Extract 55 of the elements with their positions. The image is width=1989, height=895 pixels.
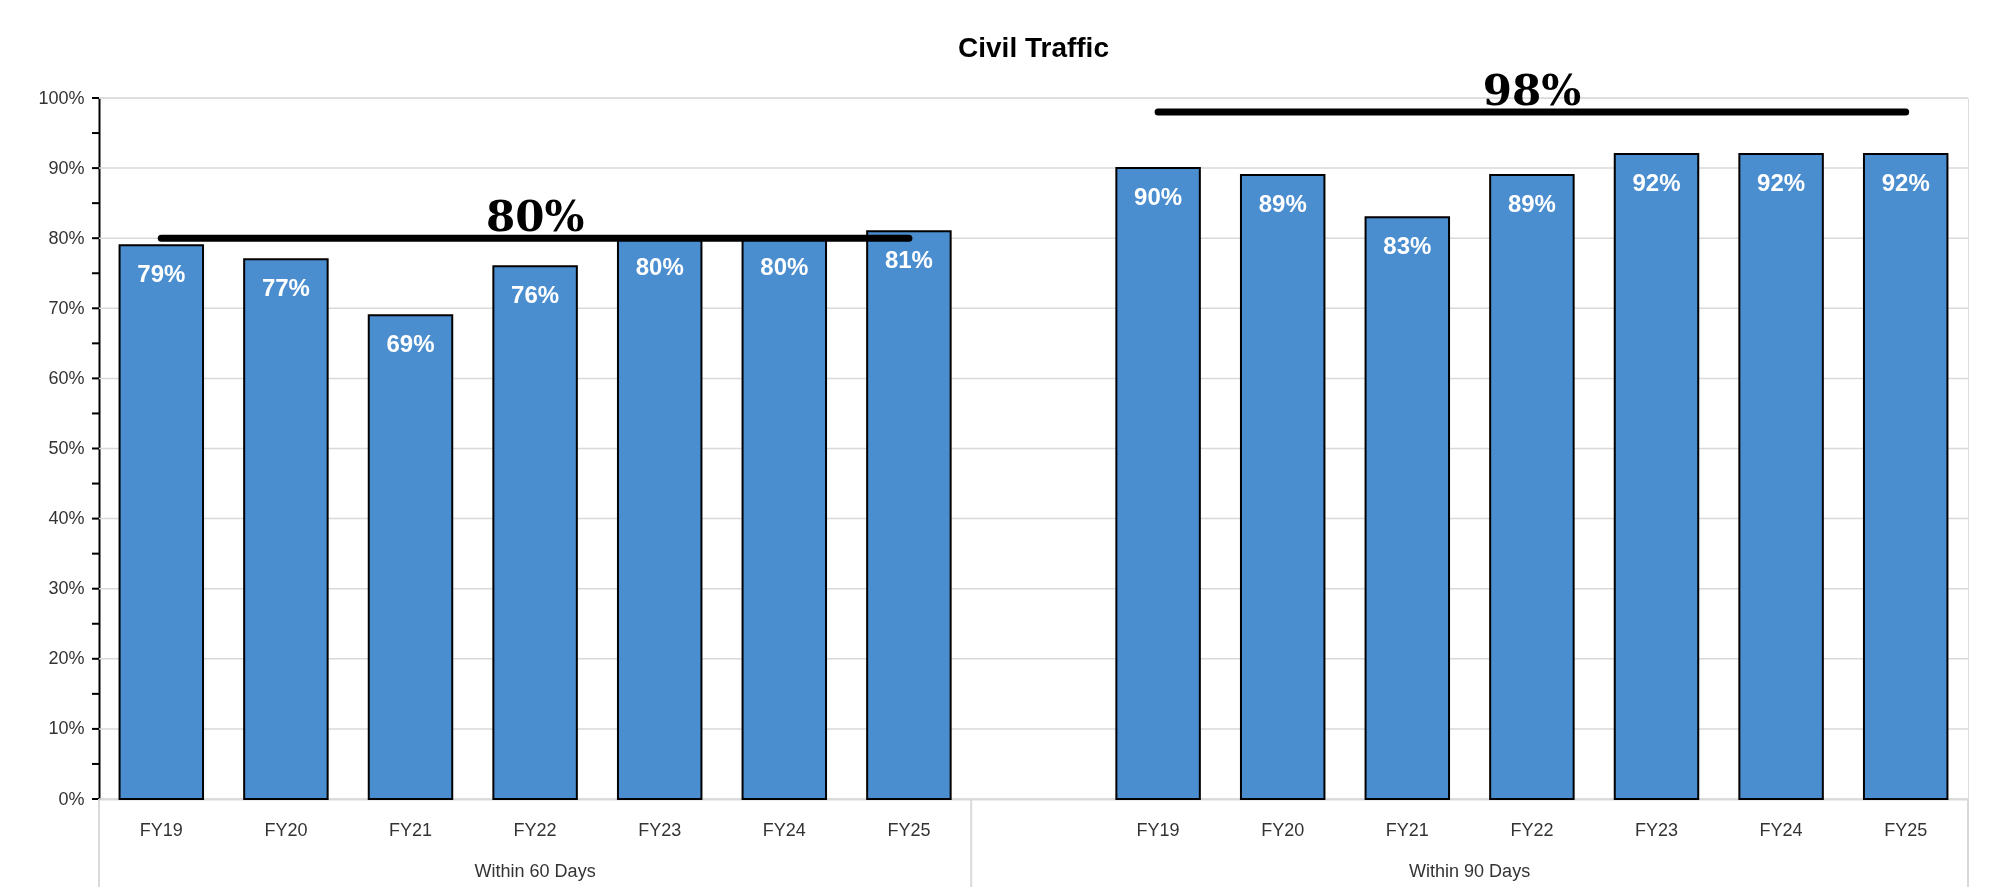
data-label: 80% [485, 192, 585, 242]
x-tick-label: FY21 [1385, 819, 1429, 840]
x-tick-label: FY20 [264, 819, 308, 840]
x-tick-label: FY20 [1261, 819, 1305, 840]
x-tick-label: FY22 [1510, 819, 1554, 840]
y-tick-label: 60% [48, 367, 85, 388]
data-label: 89% [1258, 190, 1307, 218]
data-label: 77% [261, 274, 310, 302]
y-tick-label: 30% [48, 578, 85, 599]
x-tick-label: FY21 [388, 819, 433, 840]
data-label: 98% [1482, 66, 1582, 116]
bar [1489, 174, 1575, 800]
bar [1862, 153, 1949, 800]
text: Within 90 Days [1409, 861, 1531, 881]
x-tick-label: FY23 [1634, 819, 1679, 840]
text: Within 60 Days [474, 861, 596, 881]
y-tick-label: 70% [48, 297, 85, 318]
data-label: 90% [1134, 183, 1183, 211]
y-tick-label: 0% [58, 788, 85, 809]
data-label: 92% [1881, 169, 1930, 197]
bar [1738, 153, 1824, 800]
data-label: 76% [511, 281, 560, 309]
chart-title: Civil Traffic [958, 32, 1109, 64]
bar [367, 314, 454, 800]
data-label: 89% [1507, 190, 1556, 218]
bar [243, 258, 329, 800]
y-tick-label: 100% [38, 87, 85, 108]
bar [1364, 216, 1451, 800]
x-tick-label: FY25 [887, 819, 931, 840]
x-tick-label: FY24 [762, 819, 806, 840]
x-tick-label: FY22 [513, 819, 557, 840]
bar [492, 265, 578, 800]
y-tick-label: 40% [48, 508, 85, 529]
data-label: 92% [1757, 169, 1806, 197]
x-tick-label: FY23 [638, 819, 682, 840]
data-label: 83% [1383, 232, 1432, 260]
x-tick-label: FY24 [1759, 819, 1803, 840]
bar [1115, 167, 1201, 800]
y-tick-label: 90% [48, 157, 85, 178]
y-tick-label: 80% [48, 227, 85, 248]
data-label: 92% [1632, 169, 1681, 197]
data-label: 79% [137, 260, 186, 288]
y-tick-label: 50% [48, 438, 85, 458]
data-label: 80% [760, 253, 809, 281]
data-label: 81% [884, 246, 933, 274]
y-tick-label: 20% [48, 648, 85, 669]
bar [1239, 174, 1326, 800]
bar [118, 244, 205, 800]
data-label: 80% [635, 253, 684, 281]
data-label: 69% [386, 330, 435, 358]
x-tick-label: FY19 [139, 819, 183, 840]
bar [1613, 153, 1700, 800]
y-tick-label: 10% [48, 718, 85, 739]
x-tick-label: FY19 [1136, 819, 1180, 840]
x-tick-label: FY25 [1884, 819, 1928, 840]
